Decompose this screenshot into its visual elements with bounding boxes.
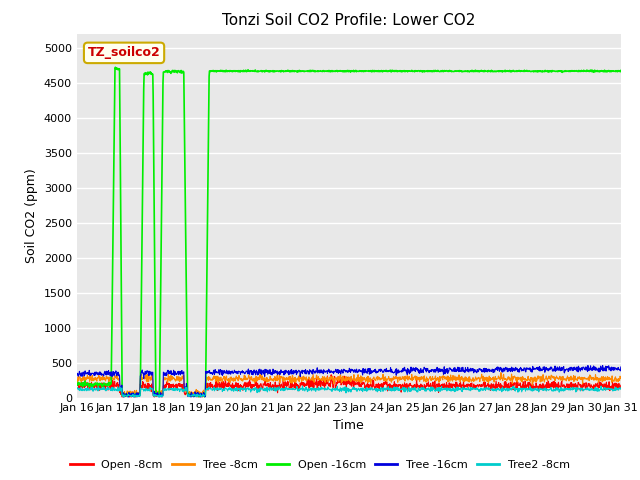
Legend: Open -8cm, Tree -8cm, Open -16cm, Tree -16cm, Tree2 -8cm: Open -8cm, Tree -8cm, Open -16cm, Tree -… (66, 456, 574, 474)
Line: Tree2 -8cm: Tree2 -8cm (77, 386, 621, 397)
Tree2 -8cm (73, 385, 81, 391)
Tree -8cm (255, 376, 263, 382)
Tree -8cm (73, 378, 81, 384)
Tree -8cm (497, 370, 505, 375)
Open -8cm (328, 372, 335, 378)
Open -16cm (181, 169, 189, 175)
Tree -16cm (553, 366, 561, 372)
Open -8cm (195, 394, 202, 400)
Tree -8cm (180, 387, 188, 393)
Line: Open -16cm: Open -16cm (77, 67, 621, 397)
Tree -8cm (505, 374, 513, 380)
Open -16cm (505, 68, 513, 74)
Tree -8cm (188, 394, 196, 399)
Open -8cm (434, 384, 442, 390)
Line: Tree -8cm: Tree -8cm (77, 372, 621, 396)
Open -16cm (255, 69, 263, 74)
Open -16cm (617, 68, 625, 73)
Tree -16cm (195, 393, 202, 398)
Y-axis label: Soil CO2 (ppm): Soil CO2 (ppm) (25, 168, 38, 264)
Tree2 -8cm (597, 383, 605, 389)
Tree -16cm (505, 367, 513, 373)
Tree -16cm (584, 362, 592, 368)
Tree2 -8cm (434, 388, 442, 394)
Tree -16cm (73, 371, 81, 377)
Tree2 -8cm (181, 388, 189, 394)
Text: TZ_soilco2: TZ_soilco2 (88, 47, 161, 60)
Tree2 -8cm (505, 387, 513, 393)
Open -16cm (434, 68, 442, 74)
Tree -16cm (120, 394, 128, 400)
Title: Tonzi Soil CO2 Profile: Lower CO2: Tonzi Soil CO2 Profile: Lower CO2 (222, 13, 476, 28)
Tree2 -8cm (617, 385, 625, 391)
Tree2 -8cm (553, 386, 561, 392)
Open -16cm (73, 382, 81, 387)
Tree2 -8cm (130, 394, 138, 400)
Open -8cm (73, 382, 81, 387)
Open -16cm (553, 68, 561, 74)
Open -16cm (195, 392, 202, 397)
Open -8cm (120, 394, 127, 400)
Tree -8cm (434, 376, 442, 382)
Open -8cm (181, 391, 189, 397)
Open -8cm (505, 384, 513, 390)
Line: Tree -16cm: Tree -16cm (77, 365, 621, 397)
Tree2 -8cm (255, 389, 263, 395)
X-axis label: Time: Time (333, 419, 364, 432)
Tree2 -8cm (195, 393, 202, 399)
Tree -16cm (617, 364, 625, 370)
Open -8cm (255, 383, 263, 388)
Tree -16cm (434, 367, 442, 372)
Tree -16cm (255, 367, 263, 372)
Open -16cm (201, 394, 209, 400)
Open -8cm (553, 381, 561, 386)
Tree -16cm (181, 384, 189, 390)
Open -8cm (617, 383, 625, 388)
Tree -8cm (617, 375, 625, 381)
Tree -8cm (553, 375, 561, 381)
Line: Open -8cm: Open -8cm (77, 375, 621, 397)
Tree -8cm (195, 388, 202, 394)
Open -16cm (111, 64, 119, 70)
